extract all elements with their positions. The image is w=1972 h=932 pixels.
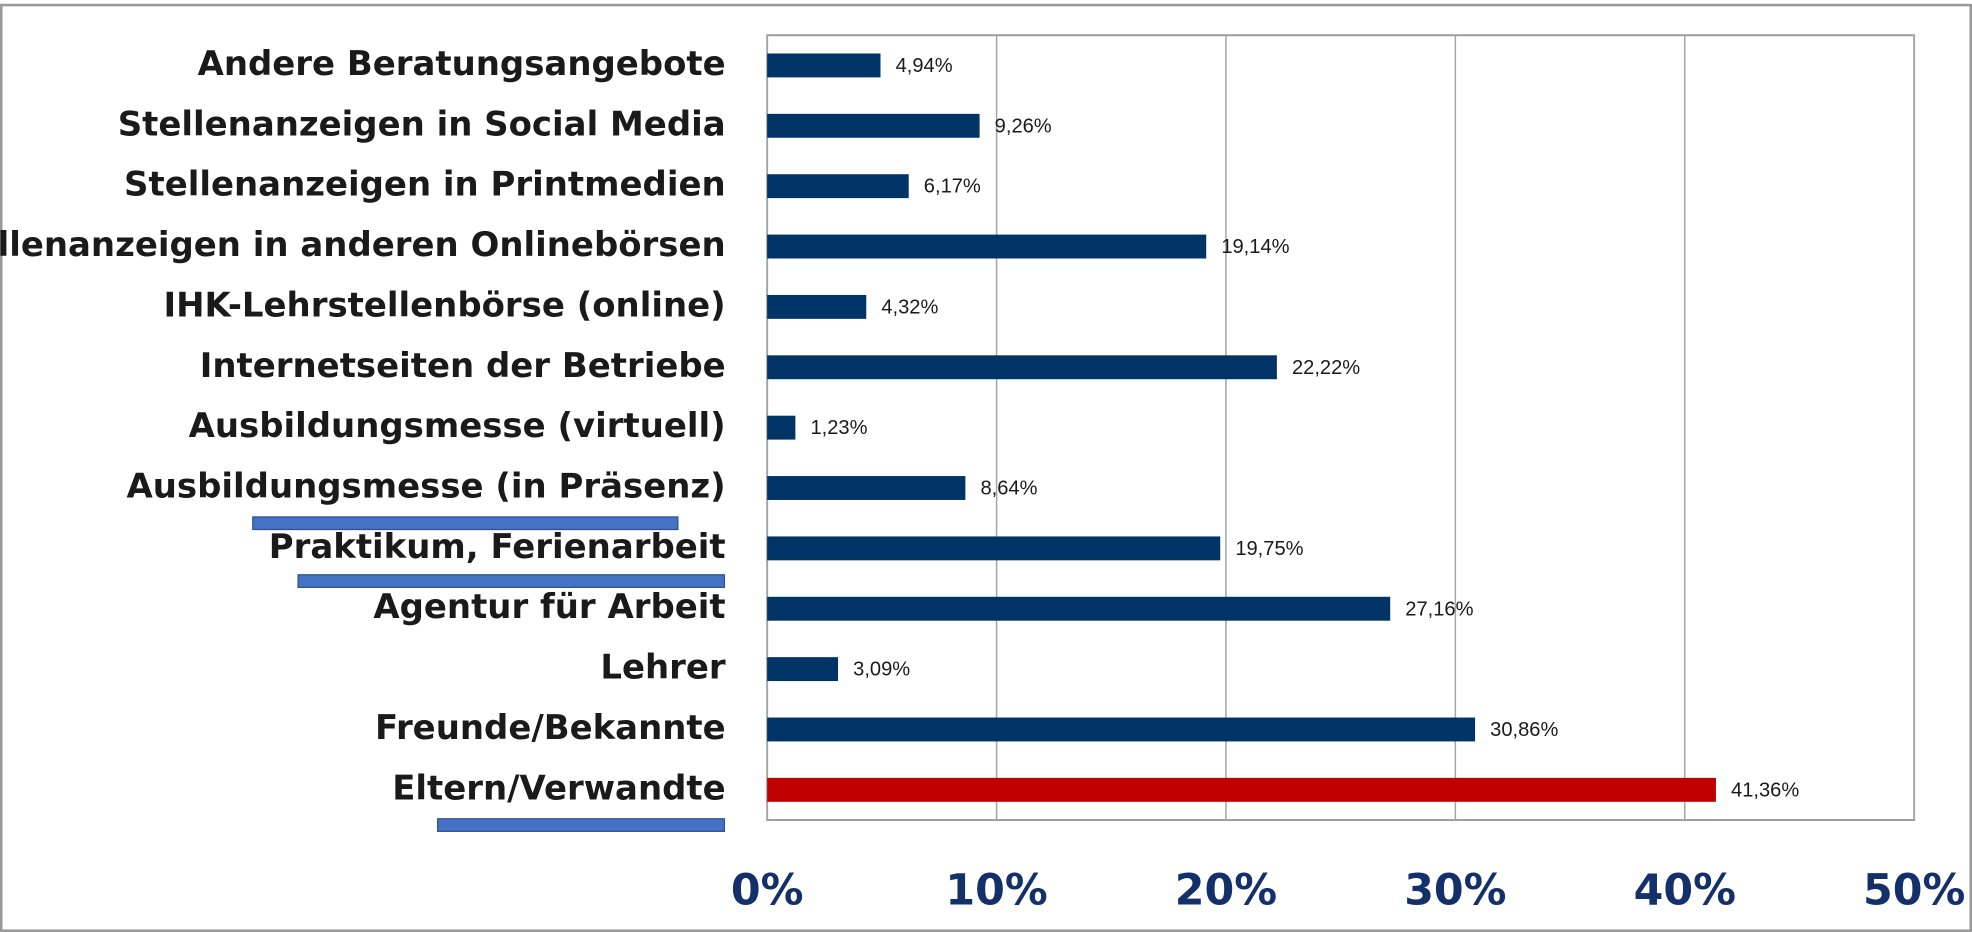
y-tick-label: Stellenanzeigen in Social Media bbox=[118, 104, 726, 144]
y-tick-label: Freunde/Bekannte bbox=[375, 708, 726, 748]
bar bbox=[767, 234, 1207, 259]
value-label: 41,36% bbox=[1731, 779, 1799, 801]
plot-area bbox=[766, 34, 1916, 821]
value-label: 9,26% bbox=[995, 115, 1052, 137]
y-tick-label: Lehrer bbox=[600, 648, 726, 688]
y-tick-label: Eltern/Verwandte bbox=[392, 768, 725, 808]
value-label: 4,32% bbox=[881, 296, 938, 318]
y-tick-label: Ausbildungsmesse (in Präsenz) bbox=[126, 467, 725, 507]
x-tick-label: 30% bbox=[1404, 865, 1506, 915]
bar bbox=[767, 415, 796, 440]
frame bbox=[0, 3, 1972, 932]
x-tick-label: 20% bbox=[1175, 865, 1277, 915]
y-tick-label: Stellenanzeigen in anderen Onlinebörsen bbox=[0, 225, 726, 265]
y-tick-label: Agentur für Arbeit bbox=[373, 587, 725, 627]
highlight-underline bbox=[252, 516, 679, 531]
y-tick-label: IHK-Lehrstellenbörse (online) bbox=[163, 285, 725, 325]
bar bbox=[767, 596, 1391, 621]
y-tick-label: Internetseiten der Betriebe bbox=[200, 346, 726, 386]
highlight-underline bbox=[437, 818, 726, 832]
x-tick-label: 40% bbox=[1634, 865, 1736, 915]
y-tick-label: Ausbildungsmesse (virtuell) bbox=[189, 406, 726, 446]
value-label: 6,17% bbox=[924, 176, 981, 198]
bar bbox=[767, 174, 909, 199]
y-tick-label: Praktikum, Ferienarbeit bbox=[269, 527, 726, 567]
x-tick-label: 50% bbox=[1863, 865, 1965, 915]
value-label: 27,16% bbox=[1405, 598, 1473, 620]
bar bbox=[767, 294, 867, 319]
bar bbox=[767, 113, 980, 138]
value-label: 3,09% bbox=[853, 659, 910, 681]
bar bbox=[767, 777, 1716, 802]
value-label: 1,23% bbox=[810, 417, 867, 439]
x-tick-label: 10% bbox=[945, 865, 1047, 915]
bar bbox=[767, 53, 881, 78]
bar bbox=[767, 717, 1476, 742]
value-label: 22,22% bbox=[1292, 357, 1360, 379]
value-label: 8,64% bbox=[980, 478, 1037, 500]
value-label: 30,86% bbox=[1490, 719, 1558, 741]
value-label: 19,75% bbox=[1235, 538, 1303, 560]
y-tick-label: Andere Beratungsangebote bbox=[198, 44, 726, 84]
bar bbox=[767, 355, 1277, 380]
bar bbox=[767, 657, 839, 682]
value-label: 19,14% bbox=[1221, 236, 1289, 258]
x-tick-label: 0% bbox=[731, 865, 804, 915]
value-label: 4,94% bbox=[896, 55, 953, 77]
bar bbox=[767, 536, 1221, 561]
y-tick-label: Stellenanzeigen in Printmedien bbox=[124, 165, 726, 205]
bar bbox=[767, 476, 966, 500]
highlight-underline bbox=[297, 574, 726, 588]
